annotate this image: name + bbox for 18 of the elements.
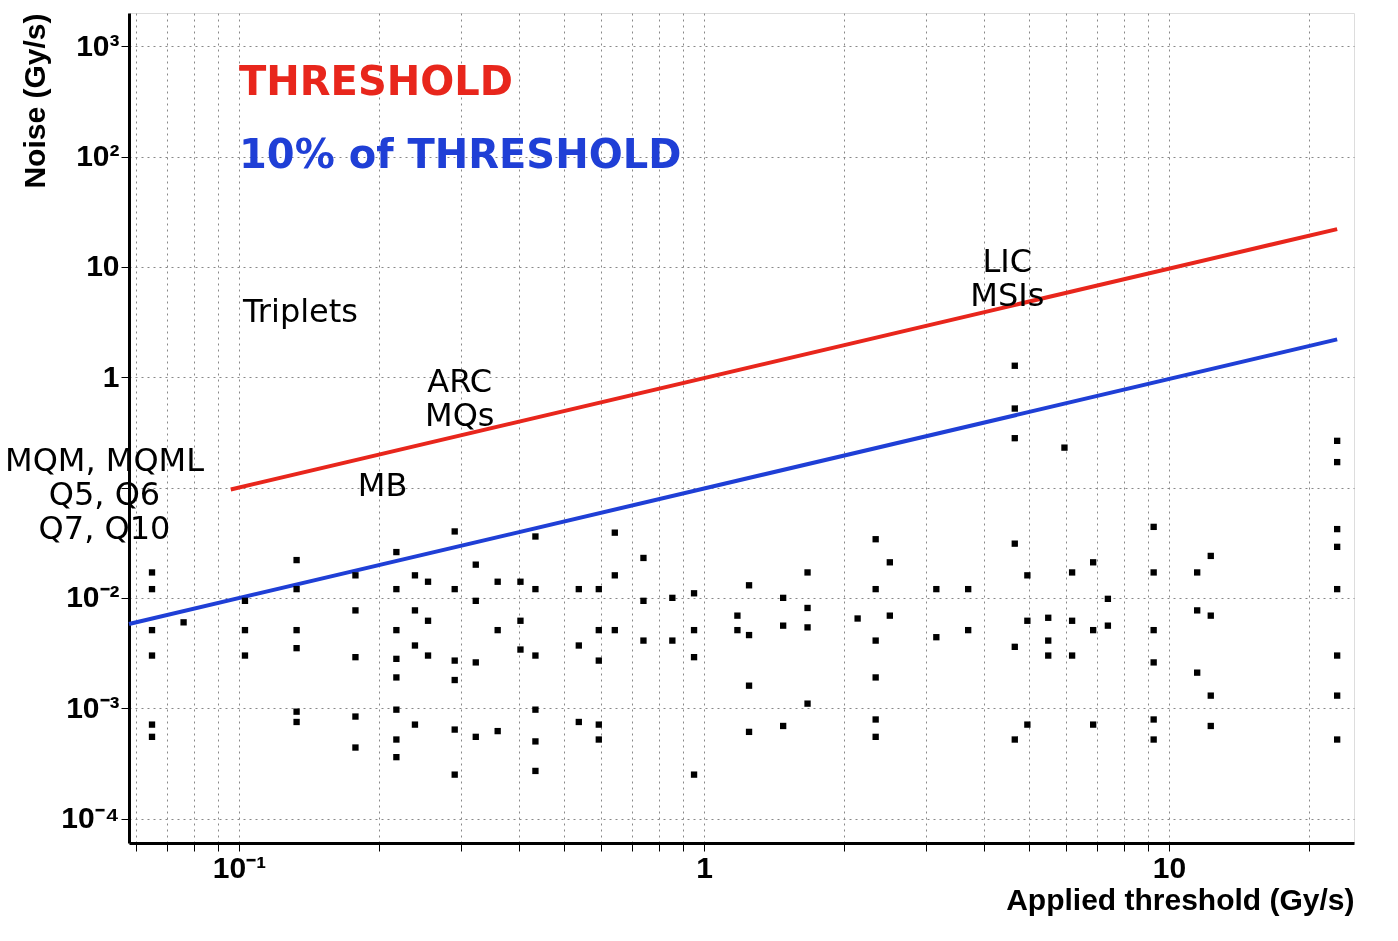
y-tick-label: 10² [76,139,120,173]
x-tick-label: 1 [696,850,713,884]
y-tick-label: 10³ [76,28,120,62]
text: THRESHOLD [239,58,513,104]
x-axis-title: Applied threshold (Gy/s) [1006,882,1355,916]
y-tick-label: 10⁻² [66,580,120,614]
y-tick-label: 10 [86,249,120,283]
annotation: ARC MQs [425,362,495,435]
x-tick-label: 10⁻¹ [212,850,267,884]
annotation: MB [357,466,408,505]
x-tick-label: 10 [1152,850,1187,884]
y-tick-label: 1 [102,359,120,393]
y-tick-label: 10⁻³ [66,690,120,724]
annotation: LIC MSIs [970,242,1045,314]
annotation: Triplets [242,291,358,330]
y-axis-title: Noise (Gy/s) [18,13,52,189]
text: 10% of THRESHOLD [239,131,682,177]
y-tick-label: 10⁻⁴ [61,801,120,835]
